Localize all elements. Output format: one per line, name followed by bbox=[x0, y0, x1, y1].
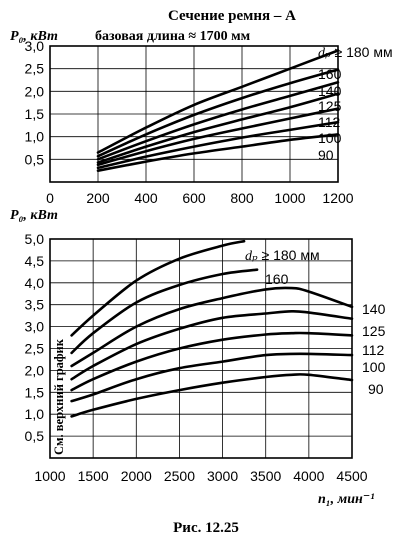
series-label: 125 bbox=[362, 323, 386, 339]
x-tick-label: 800 bbox=[230, 190, 254, 206]
x-tick-label: 1000 bbox=[274, 190, 305, 206]
series-line-4 bbox=[96, 92, 340, 164]
series-line-5 bbox=[96, 107, 340, 167]
series-line-6 bbox=[70, 352, 354, 403]
y-tick-label: 0,5 bbox=[25, 151, 45, 167]
series-line-6 bbox=[96, 120, 340, 170]
x-tick-label: 4000 bbox=[293, 468, 324, 484]
series-label: 125 bbox=[318, 98, 342, 114]
series-label: 160 bbox=[265, 271, 289, 287]
y-tick-label: 2,5 bbox=[25, 341, 45, 357]
series-label: 140 bbox=[362, 301, 386, 317]
series-label: 140 bbox=[318, 83, 342, 99]
x-tick-label: 1000 bbox=[34, 468, 65, 484]
series-line-5 bbox=[70, 331, 354, 392]
series-line-1 bbox=[96, 49, 340, 154]
series-line-3 bbox=[70, 286, 354, 368]
series-line-1 bbox=[70, 239, 246, 337]
series-line-7 bbox=[70, 372, 354, 418]
x-tick-label: 3500 bbox=[250, 468, 281, 484]
series-label: 160 bbox=[318, 66, 342, 82]
bottom-chart: 0,5 1,0 1,5 2,0 2,5 3,0 3,5 4,0 4,5 5,0 1000 1500 2… bbox=[25, 231, 386, 484]
series-label: dₚ ≥ 180 мм bbox=[245, 247, 320, 264]
y-tick-label: 1,0 bbox=[25, 129, 45, 145]
y-tick-label: 3,5 bbox=[25, 297, 45, 313]
y-tick-label: 1,5 bbox=[25, 384, 45, 400]
x-tick-label: 200 bbox=[86, 190, 110, 206]
y-tick-label: 2,0 bbox=[25, 362, 45, 378]
y-tick-label: 1,0 bbox=[25, 406, 45, 422]
top-chart-title: Сечение ремня – A bbox=[168, 8, 296, 24]
series-label: 112 bbox=[318, 114, 341, 130]
bottom-chart-ylabel: P₀, кВт bbox=[10, 208, 58, 223]
series-line-7 bbox=[96, 133, 340, 172]
y-tick-label: 2,5 bbox=[25, 61, 45, 77]
x-tick-label: 1500 bbox=[78, 468, 109, 484]
series-label: 100 bbox=[362, 359, 386, 375]
x-tick-label: 4500 bbox=[336, 468, 367, 484]
series-label: dₚ ≥ 180 мм bbox=[318, 44, 393, 61]
x-tick-label: 0 bbox=[46, 190, 54, 206]
top-chart-ylabel: P₀, кВт bbox=[10, 29, 58, 44]
series-label: 90 bbox=[318, 147, 334, 163]
y-tick-label: 3,0 bbox=[25, 38, 45, 54]
x-tick-label: 600 bbox=[182, 190, 206, 206]
series-line-4 bbox=[70, 309, 354, 381]
y-tick-label: 5,0 bbox=[25, 231, 45, 247]
bottom-chart-annotation: См. верхний график bbox=[52, 338, 66, 455]
top-chart: 0,5 1,0 1,5 2,0 2,5 3,0 0 200 400 600 800 1000 1200… bbox=[25, 38, 393, 206]
y-tick-label: 0,5 bbox=[25, 428, 45, 444]
series-label: 100 bbox=[318, 130, 342, 146]
y-tick-label: 1,5 bbox=[25, 106, 45, 122]
x-tick-label: 2500 bbox=[164, 468, 195, 484]
y-tick-label: 4,5 bbox=[25, 253, 45, 269]
series-line-2 bbox=[70, 268, 259, 355]
top-chart-subtitle: базовая длина ≈ 1700 мм bbox=[95, 29, 251, 44]
series-label: 112 bbox=[362, 342, 385, 358]
series-line-2 bbox=[96, 68, 340, 158]
y-tick-label: 3,0 bbox=[25, 319, 45, 335]
bottom-chart-xlabel: n₁, мин⁻¹ bbox=[318, 492, 374, 507]
x-tick-label: 1200 bbox=[322, 190, 353, 206]
series-line-3 bbox=[96, 81, 340, 161]
y-tick-label: 4,0 bbox=[25, 275, 45, 291]
x-tick-label: 400 bbox=[134, 190, 158, 206]
y-tick-label: 2,0 bbox=[25, 83, 45, 99]
x-tick-label: 2000 bbox=[121, 468, 152, 484]
series-label: 90 bbox=[368, 381, 384, 397]
figure-caption: Рис. 12.25 bbox=[173, 520, 239, 536]
x-tick-label: 3000 bbox=[207, 468, 238, 484]
